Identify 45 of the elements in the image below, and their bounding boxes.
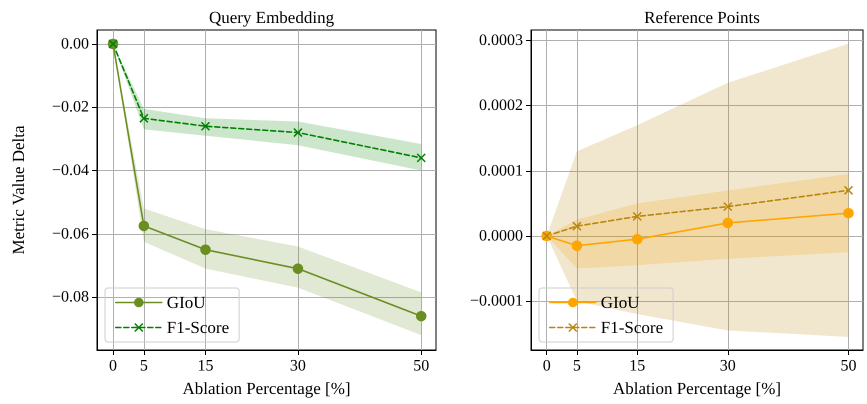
chart-title: Reference Points bbox=[644, 8, 760, 27]
point bbox=[416, 310, 426, 322]
y-tick-label: 0.0001 bbox=[479, 162, 523, 180]
x-tick-label: 50 bbox=[413, 358, 430, 374]
y-tick-label: 0.0003 bbox=[479, 32, 523, 49]
point bbox=[572, 240, 582, 251]
point bbox=[293, 128, 303, 138]
point bbox=[632, 212, 642, 222]
x-tick-label: 50 bbox=[840, 358, 857, 374]
legend-label: F1-Score bbox=[166, 318, 230, 337]
legend-label: GIoU bbox=[600, 293, 640, 312]
x-tick-label: 5 bbox=[572, 358, 581, 374]
x-tick-label: 15 bbox=[197, 358, 214, 374]
y-axis-title: Metric Value Delta bbox=[9, 125, 28, 255]
y-tick-label: 0.00 bbox=[61, 35, 89, 52]
x-tick-label: 30 bbox=[290, 358, 306, 374]
point bbox=[632, 234, 642, 244]
point bbox=[843, 208, 854, 218]
point bbox=[723, 202, 733, 212]
point bbox=[722, 218, 734, 228]
point bbox=[416, 153, 426, 163]
x-axis-title: Ablation Percentage [%] bbox=[182, 379, 351, 398]
x-tick-label: 15 bbox=[629, 358, 646, 374]
x-tick-label: 30 bbox=[720, 358, 736, 374]
y-tick-label: −0.06 bbox=[52, 225, 89, 242]
x-tick-label: 5 bbox=[140, 358, 148, 374]
chart-title: Query Embedding bbox=[208, 8, 335, 27]
point bbox=[138, 220, 150, 232]
y-tick-label: −0.0001 bbox=[470, 292, 523, 310]
y-tick-label: −0.04 bbox=[52, 162, 89, 180]
point bbox=[200, 121, 210, 131]
point bbox=[200, 244, 211, 255]
point bbox=[572, 221, 582, 231]
y-tick-label: −0.08 bbox=[52, 288, 89, 306]
point bbox=[292, 263, 304, 274]
legend-label: F1-Score bbox=[600, 318, 664, 337]
legend-label: GIoU bbox=[166, 293, 206, 312]
point bbox=[844, 186, 854, 196]
point bbox=[139, 114, 149, 124]
y-tick-label: −0.02 bbox=[52, 98, 89, 116]
y-tick-label: 0.0002 bbox=[479, 97, 523, 114]
y-tick-label: 0.0000 bbox=[479, 227, 523, 244]
x-tick-label: 0 bbox=[542, 358, 551, 374]
x-axis-title: Ablation Percentage [%] bbox=[612, 379, 782, 398]
x-tick-label: 0 bbox=[109, 358, 118, 374]
